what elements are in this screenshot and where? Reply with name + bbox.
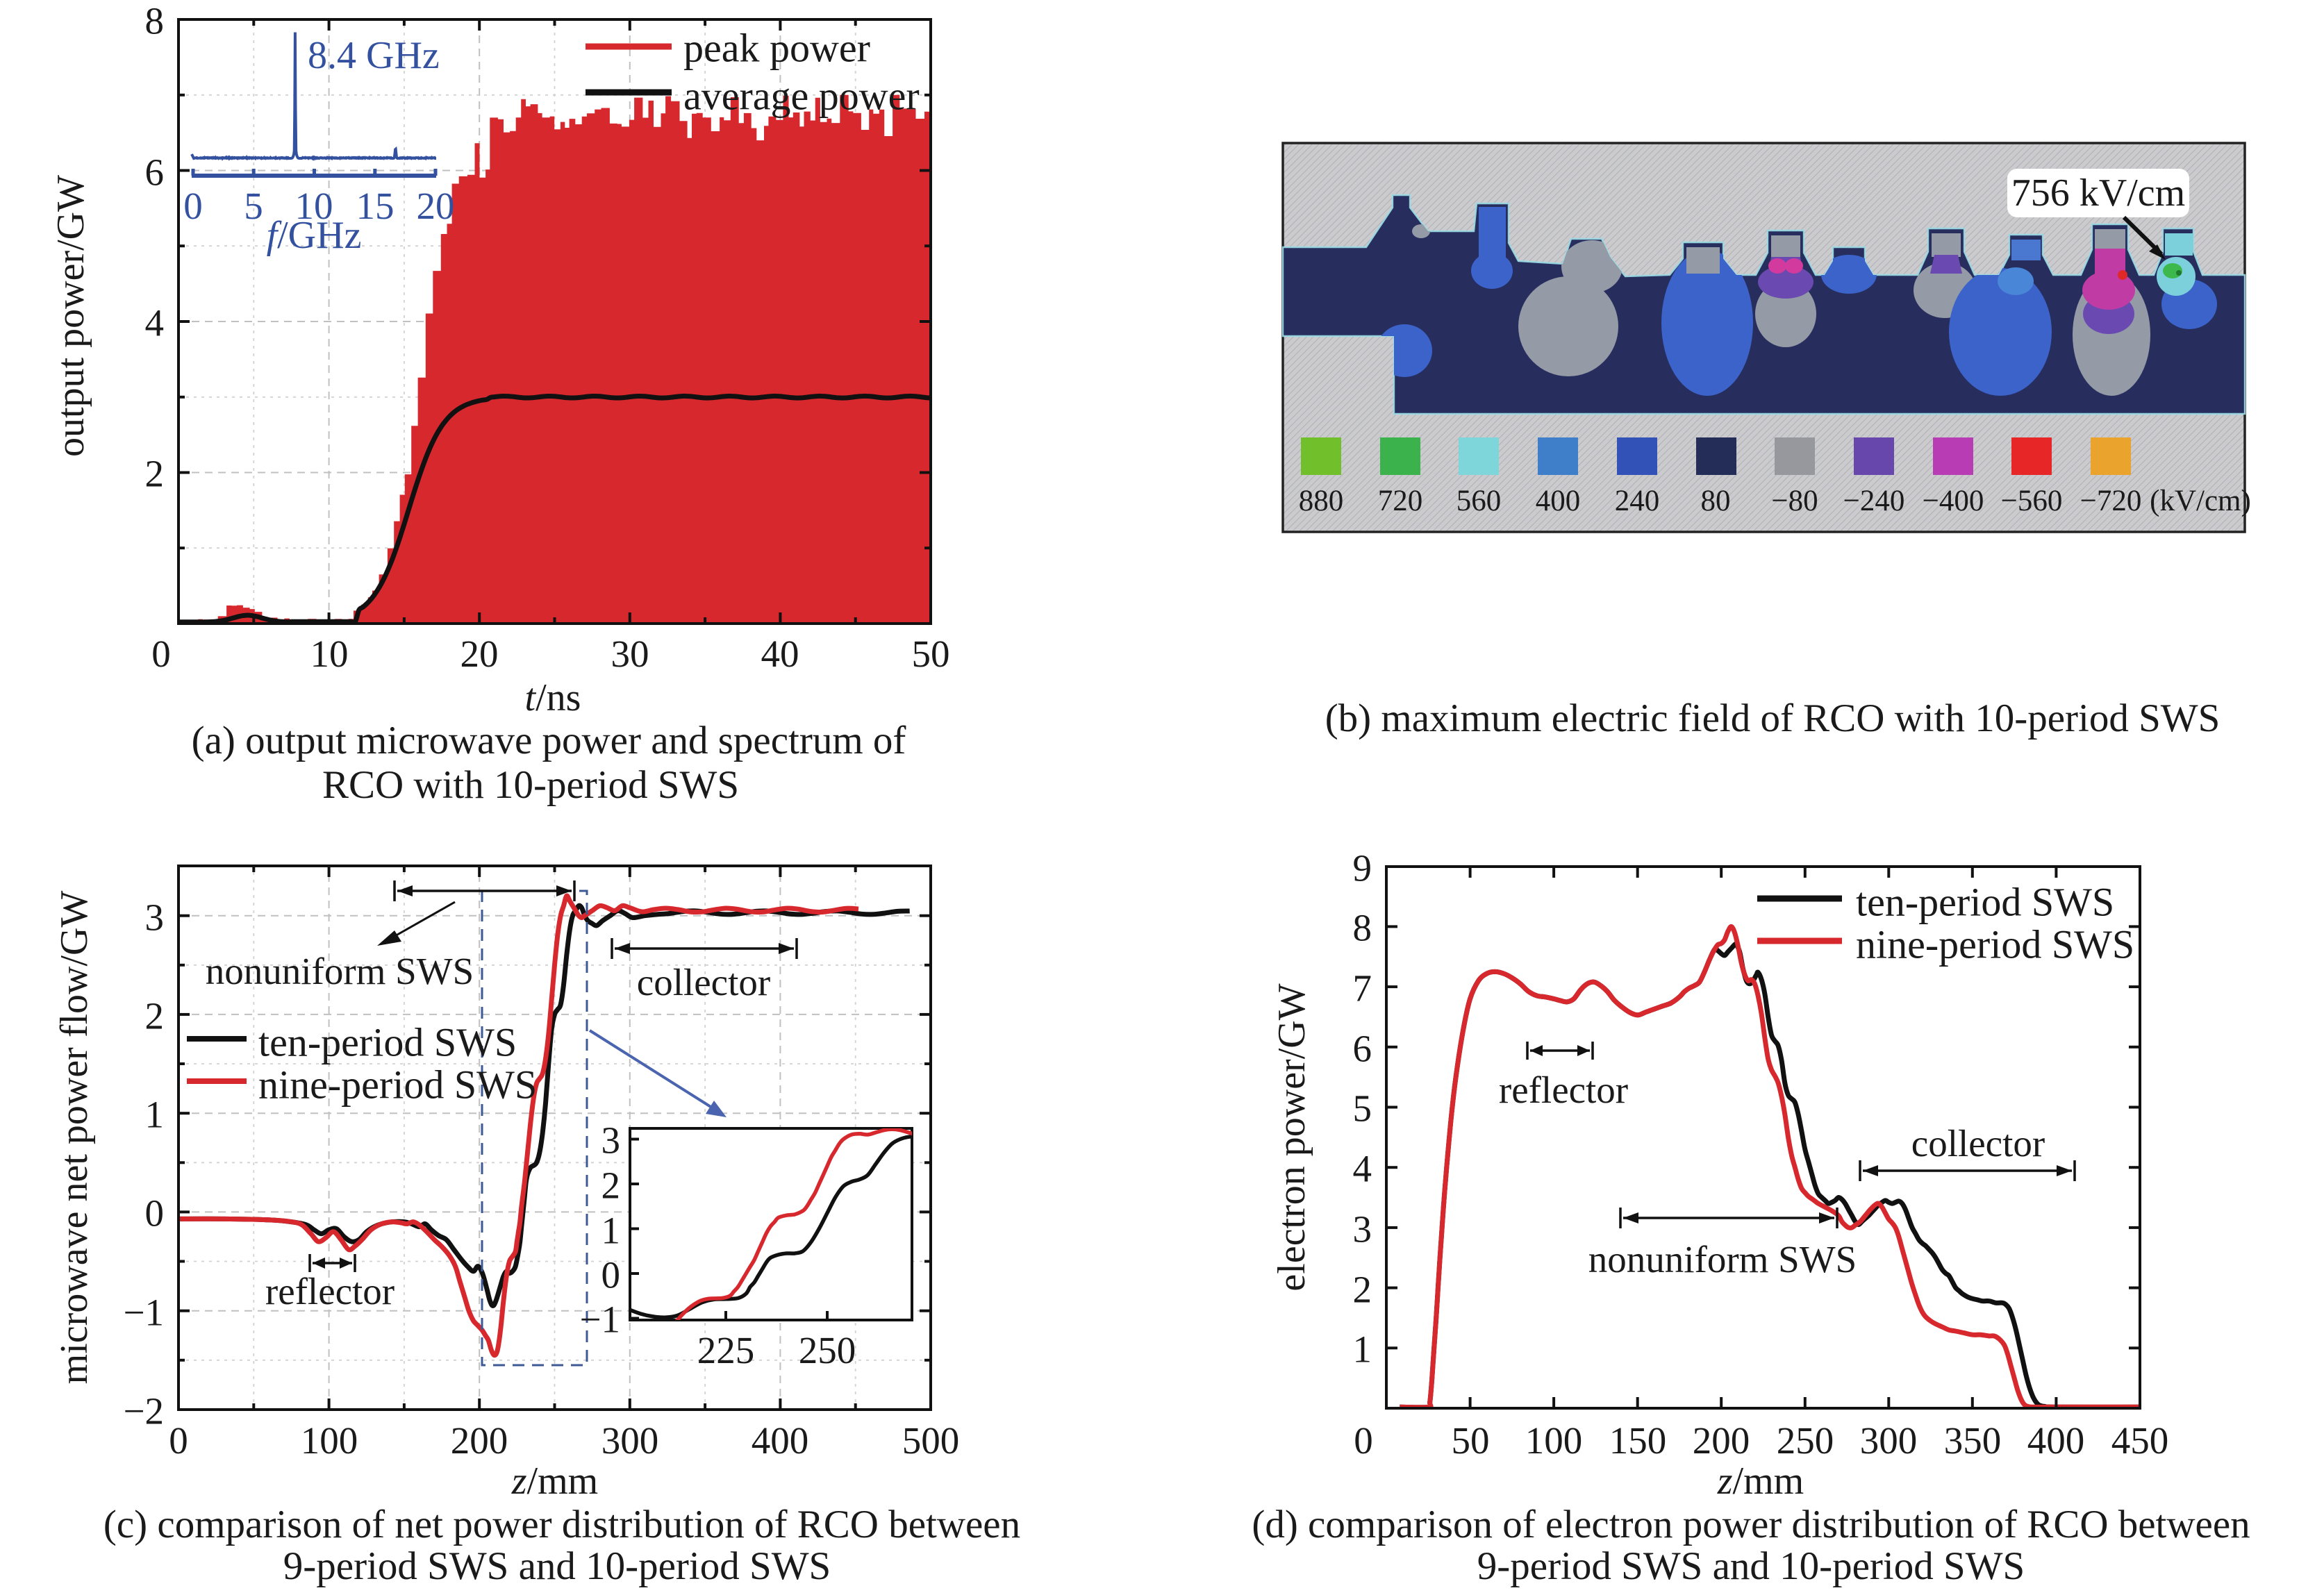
svg-text:peak power: peak power bbox=[683, 26, 870, 71]
svg-text:nine-period SWS: nine-period SWS bbox=[258, 1062, 537, 1108]
svg-text:0: 0 bbox=[145, 1192, 165, 1235]
svg-text:−1: −1 bbox=[579, 1298, 620, 1341]
svg-text:t/ns: t/ns bbox=[525, 676, 581, 719]
svg-text:450: 450 bbox=[2111, 1419, 2169, 1462]
svg-text:collector: collector bbox=[637, 961, 770, 1003]
svg-text:−240: −240 bbox=[1843, 485, 1905, 517]
svg-text:nonuniform SWS: nonuniform SWS bbox=[206, 950, 474, 992]
svg-text:8: 8 bbox=[1353, 907, 1372, 949]
svg-text:0: 0 bbox=[601, 1254, 621, 1296]
svg-text:225: 225 bbox=[697, 1329, 755, 1371]
svg-text:2: 2 bbox=[1353, 1269, 1372, 1311]
svg-text:0: 0 bbox=[1354, 1419, 1373, 1462]
svg-text:200: 200 bbox=[1693, 1419, 1750, 1462]
svg-text:720: 720 bbox=[1378, 485, 1423, 517]
svg-text:(d) comparison of electron pow: (d) comparison of electron power distrib… bbox=[1252, 1503, 2250, 1546]
svg-text:2: 2 bbox=[145, 453, 165, 495]
svg-text:6: 6 bbox=[145, 151, 165, 194]
svg-text:400: 400 bbox=[1536, 485, 1581, 517]
svg-text:2: 2 bbox=[145, 995, 165, 1037]
svg-text:4: 4 bbox=[145, 302, 165, 344]
svg-text:reflector: reflector bbox=[1499, 1069, 1628, 1111]
svg-text:reflector: reflector bbox=[265, 1270, 395, 1312]
svg-text:240: 240 bbox=[1615, 485, 1660, 517]
svg-text:−2: −2 bbox=[123, 1390, 164, 1433]
svg-text:−560: −560 bbox=[2001, 485, 2063, 517]
svg-text:80: 80 bbox=[1701, 485, 1731, 517]
svg-text:250: 250 bbox=[1777, 1419, 1834, 1462]
svg-text:(b) maximum electric field of: (b) maximum electric field of RCO with 1… bbox=[1325, 696, 2221, 740]
svg-text:1: 1 bbox=[145, 1094, 165, 1136]
svg-text:10: 10 bbox=[295, 185, 333, 227]
svg-text:250: 250 bbox=[799, 1329, 856, 1371]
svg-text:10: 10 bbox=[310, 633, 349, 675]
svg-text:500: 500 bbox=[902, 1419, 960, 1462]
svg-text:(a) output microwave power and: (a) output microwave power and spectrum … bbox=[192, 719, 906, 762]
svg-text:100: 100 bbox=[301, 1419, 358, 1462]
svg-text:300: 300 bbox=[601, 1419, 659, 1462]
svg-text:50: 50 bbox=[1452, 1419, 1490, 1462]
svg-text:6: 6 bbox=[1353, 1028, 1372, 1070]
svg-text:average power: average power bbox=[683, 74, 920, 119]
svg-text:z/mm: z/mm bbox=[1717, 1460, 1804, 1503]
svg-text:ten-period SWS: ten-period SWS bbox=[258, 1020, 517, 1065]
svg-text:8: 8 bbox=[145, 0, 165, 42]
svg-text:2: 2 bbox=[601, 1164, 621, 1207]
svg-text:880: 880 bbox=[1299, 485, 1344, 517]
svg-text:100: 100 bbox=[1525, 1419, 1583, 1462]
svg-text:300: 300 bbox=[1860, 1419, 1918, 1462]
svg-text:560: 560 bbox=[1456, 485, 1502, 517]
svg-text:0: 0 bbox=[183, 185, 203, 227]
svg-text:1: 1 bbox=[1353, 1328, 1372, 1371]
svg-text:200: 200 bbox=[451, 1419, 508, 1462]
svg-text:50: 50 bbox=[912, 633, 950, 675]
svg-text:1: 1 bbox=[601, 1210, 621, 1252]
svg-text:3: 3 bbox=[1353, 1208, 1372, 1251]
svg-text:f/GHz: f/GHz bbox=[267, 214, 362, 257]
svg-text:0: 0 bbox=[151, 633, 171, 675]
svg-text:−80: −80 bbox=[1771, 485, 1818, 517]
svg-text:z/mm: z/mm bbox=[511, 1460, 598, 1503]
svg-text:−1: −1 bbox=[123, 1292, 164, 1334]
svg-text:9-period SWS and 10-period SWS: 9-period SWS and 10-period SWS bbox=[1477, 1544, 2025, 1588]
svg-text:9: 9 bbox=[1353, 847, 1372, 890]
svg-text:nonuniform SWS: nonuniform SWS bbox=[1588, 1238, 1857, 1280]
svg-text:20: 20 bbox=[417, 185, 455, 227]
svg-text:3: 3 bbox=[601, 1119, 621, 1162]
svg-text:−720: −720 bbox=[2080, 485, 2142, 517]
svg-text:9-period SWS and 10-period SWS: 9-period SWS and 10-period SWS bbox=[283, 1544, 831, 1588]
svg-text:7: 7 bbox=[1353, 967, 1372, 1010]
svg-text:756 kV/cm: 756 kV/cm bbox=[2011, 172, 2185, 215]
svg-text:20: 20 bbox=[460, 633, 499, 675]
svg-text:150: 150 bbox=[1609, 1419, 1667, 1462]
svg-text:electron power/GW: electron power/GW bbox=[1270, 983, 1313, 1291]
svg-text:0: 0 bbox=[169, 1419, 188, 1462]
svg-text:RCO with 10-period SWS: RCO with 10-period SWS bbox=[322, 763, 739, 807]
svg-text:4: 4 bbox=[1353, 1148, 1372, 1190]
svg-text:−400: −400 bbox=[1923, 485, 1984, 517]
svg-text:(kV/cm): (kV/cm) bbox=[2150, 485, 2251, 517]
svg-text:400: 400 bbox=[2027, 1419, 2085, 1462]
svg-text:15: 15 bbox=[356, 185, 395, 227]
svg-text:collector: collector bbox=[1911, 1122, 2045, 1164]
svg-text:nine-period SWS: nine-period SWS bbox=[1856, 922, 2134, 967]
svg-text:350: 350 bbox=[1944, 1419, 2002, 1462]
svg-text:3: 3 bbox=[145, 896, 165, 939]
svg-text:microwave net power flow/GW: microwave net power flow/GW bbox=[53, 891, 96, 1385]
svg-text:5: 5 bbox=[244, 185, 263, 227]
svg-text:output power/GW: output power/GW bbox=[49, 175, 92, 457]
svg-text:8.4 GHz: 8.4 GHz bbox=[308, 34, 440, 77]
svg-text:400: 400 bbox=[752, 1419, 809, 1462]
svg-text:(c) comparison of net power di: (c) comparison of net power distribution… bbox=[103, 1503, 1020, 1546]
svg-text:30: 30 bbox=[611, 633, 649, 675]
svg-text:5: 5 bbox=[1353, 1087, 1372, 1130]
svg-text:40: 40 bbox=[761, 633, 799, 675]
svg-text:ten-period SWS: ten-period SWS bbox=[1856, 880, 2114, 925]
